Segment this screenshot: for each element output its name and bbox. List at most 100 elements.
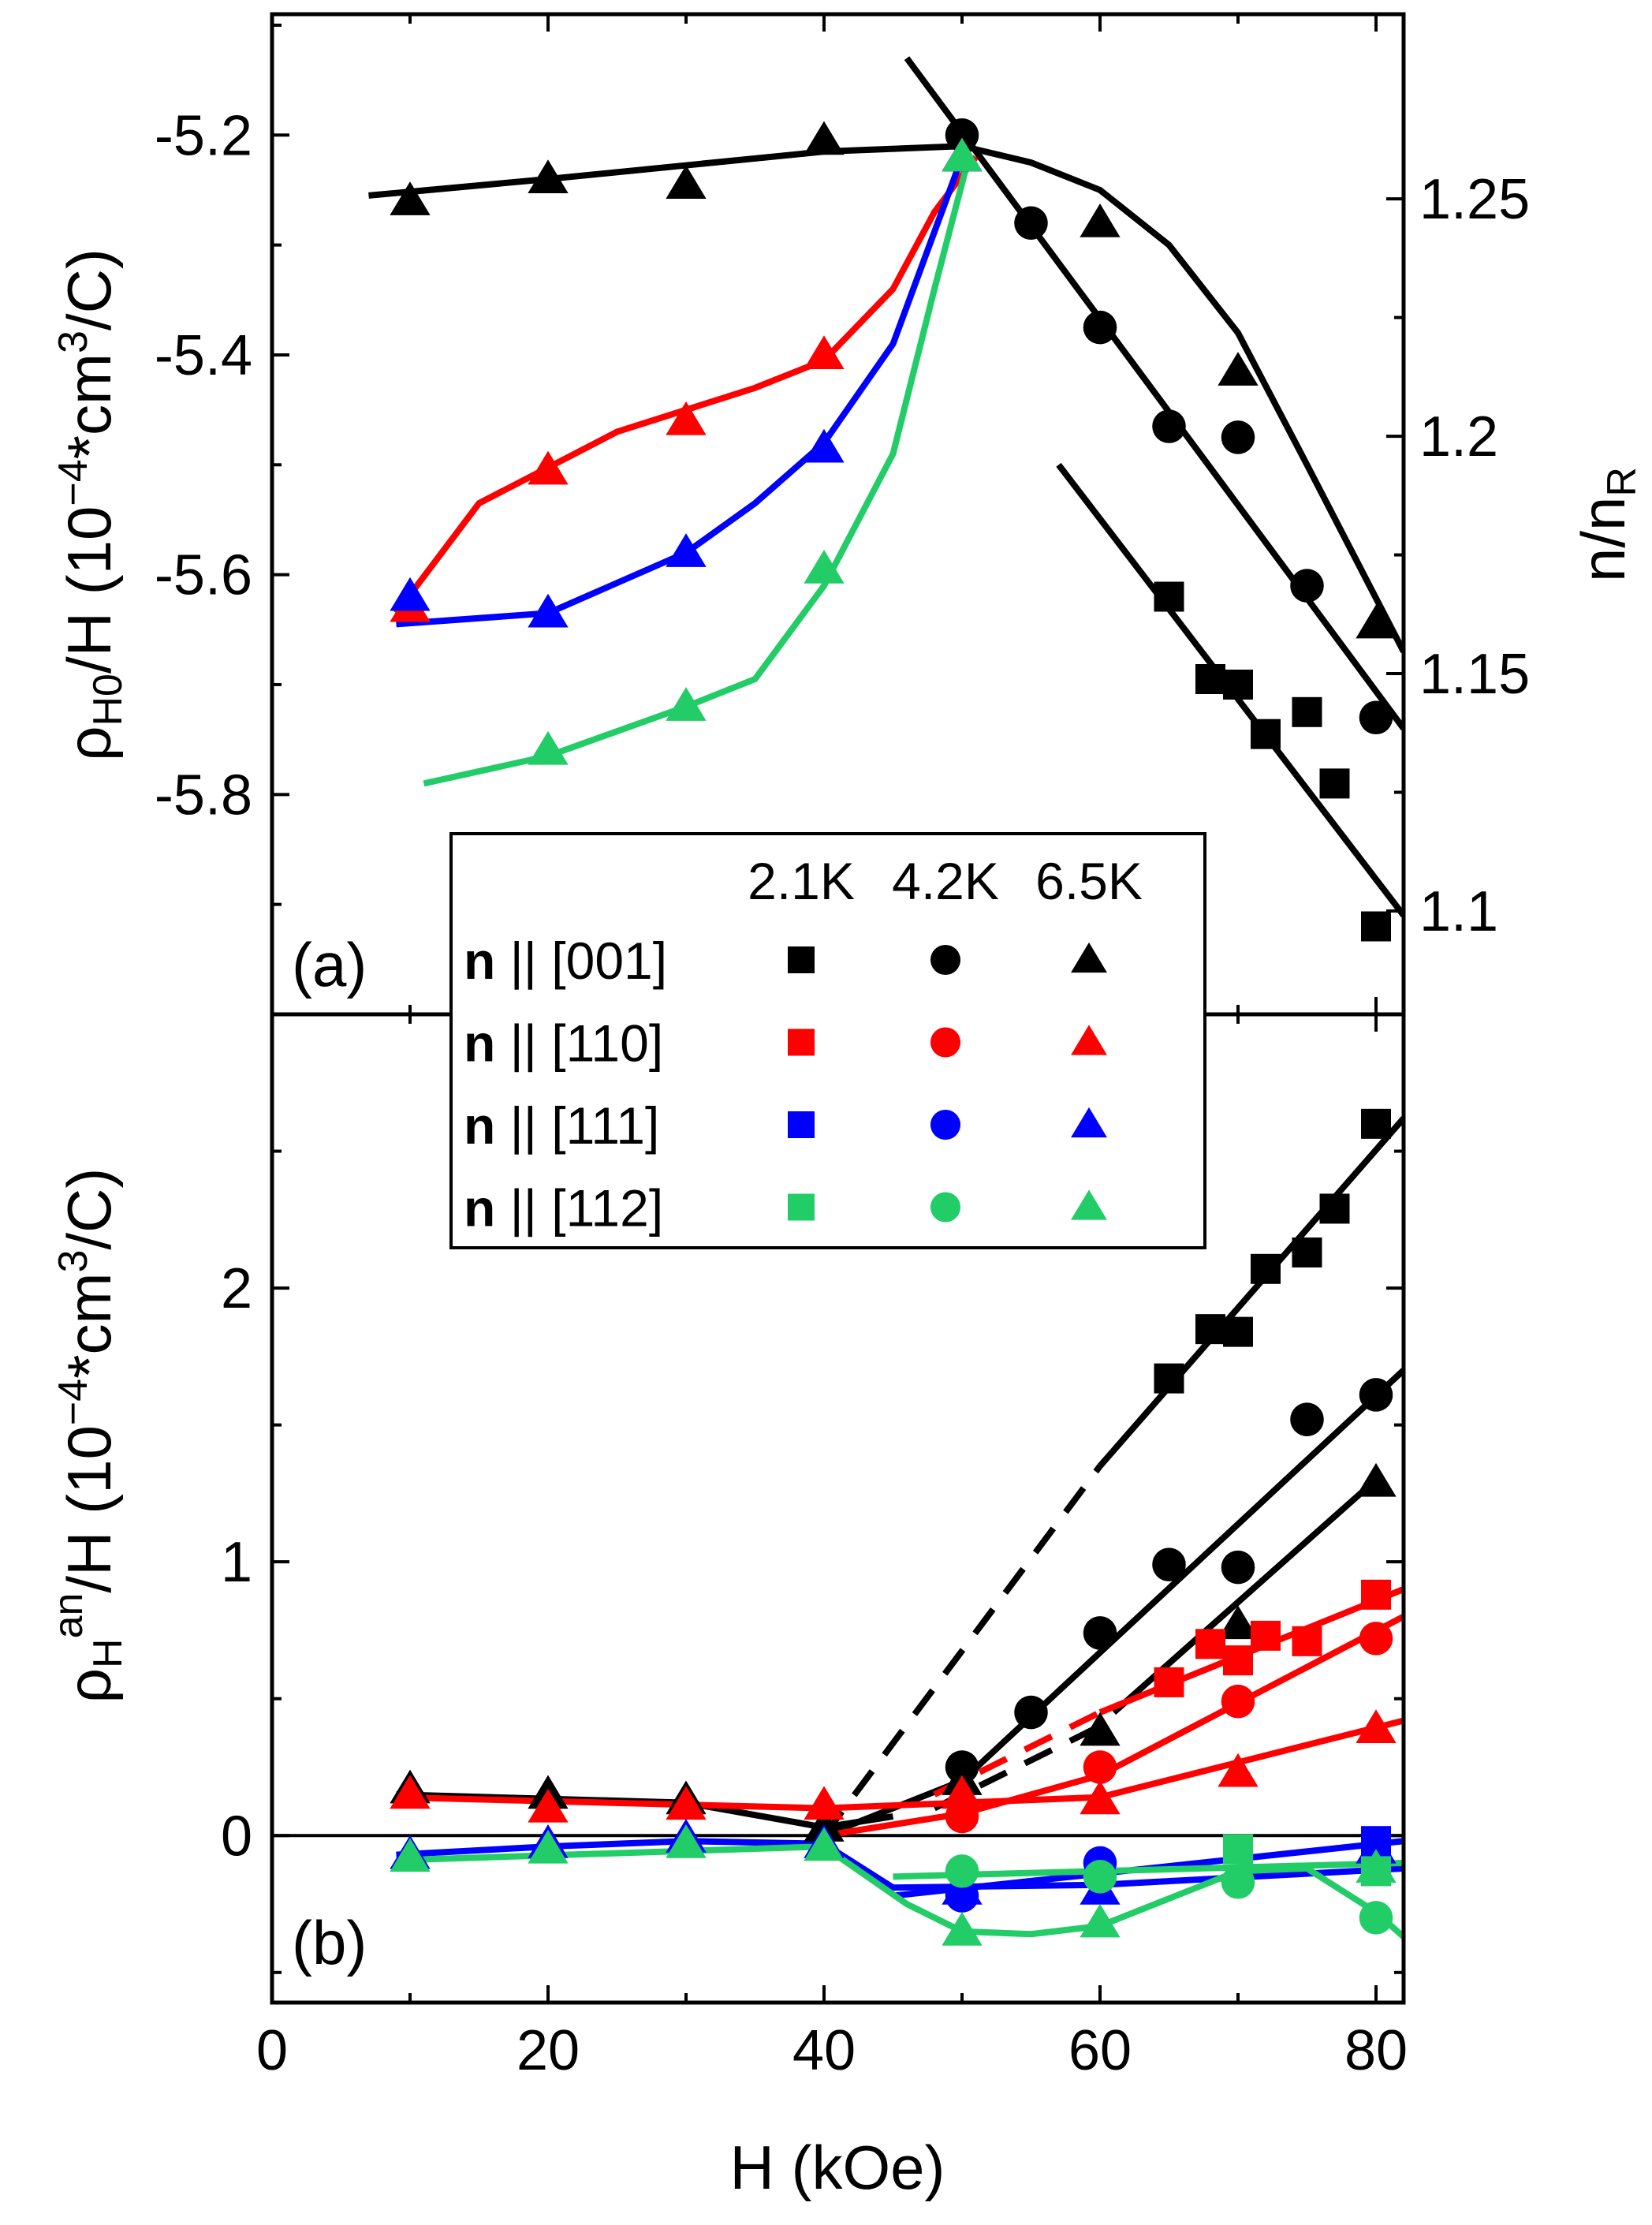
data-point-111-triangle xyxy=(390,577,431,611)
y-tick-label: 2 xyxy=(221,1257,252,1320)
legend-marker-110-square xyxy=(788,1029,815,1056)
y-tick-label: -5.2 xyxy=(155,104,252,167)
y-tick-label: -5.4 xyxy=(155,324,252,387)
data-point-110-circle xyxy=(1359,1622,1393,1656)
data-point-112-triangle xyxy=(666,1824,707,1858)
y-tick-label: 1 xyxy=(221,1531,252,1594)
panel-a-label: (a) xyxy=(292,930,367,999)
data-point-110-triangle xyxy=(942,1775,983,1809)
data-layer xyxy=(390,1108,1404,1946)
data-point-001-circle xyxy=(1221,1550,1255,1585)
data-point-110-square xyxy=(1292,1626,1322,1656)
fit-line-001-dashed xyxy=(933,1723,1102,1812)
x-tick-label: 60 xyxy=(1068,2019,1132,2082)
fit-line-112 xyxy=(423,156,972,787)
data-point-001-triangle xyxy=(528,159,569,194)
legend-marker-111-triangle xyxy=(1071,1107,1107,1138)
data-point-110-triangle xyxy=(1080,1780,1121,1815)
data-point-001-circle xyxy=(1152,409,1186,443)
data-point-110-square xyxy=(1251,1620,1281,1651)
data-point-001-circle xyxy=(1083,310,1117,345)
data-point-112-triangle xyxy=(666,687,707,721)
x-tick-label: 80 xyxy=(1344,2019,1408,2082)
legend-row-label: n || [110] xyxy=(464,1014,663,1073)
y2-tick-label: 1.15 xyxy=(1419,643,1530,706)
data-point-001-circle xyxy=(1014,1695,1048,1730)
legend-temp-label: 4.2K xyxy=(892,852,999,910)
legend-marker-111-circle xyxy=(930,1109,961,1140)
data-point-112-triangle xyxy=(528,730,569,765)
x-tick-label: 20 xyxy=(516,2019,580,2082)
data-point-112-triangle xyxy=(804,1827,845,1861)
data-point-111-triangle xyxy=(804,428,845,463)
data-point-001-triangle xyxy=(804,121,845,155)
y2-tick-label: 1.1 xyxy=(1419,880,1498,943)
panel-a-ylabel: ρH0/H (10−4*cm3/C) xyxy=(50,248,131,761)
data-point-001-square xyxy=(1195,1314,1225,1345)
data-point-001-triangle xyxy=(1080,203,1121,237)
data-point-110-triangle xyxy=(528,450,569,485)
legend-box xyxy=(449,832,1206,1249)
legend-marker-001-circle xyxy=(930,944,961,976)
data-point-001-triangle xyxy=(1356,604,1397,639)
data-point-001-circle xyxy=(1152,1547,1186,1581)
data-point-112-triangle xyxy=(1356,1849,1397,1883)
legend-marker-112-triangle xyxy=(1071,1189,1107,1220)
data-point-110-triangle xyxy=(804,1786,845,1820)
data-point-112-triangle xyxy=(804,549,845,584)
data-point-001-triangle xyxy=(390,181,431,215)
data-point-110-circle xyxy=(1221,1684,1255,1719)
data-point-001-circle xyxy=(1014,206,1048,241)
y-tick-label: -5.8 xyxy=(155,763,252,827)
data-point-001-circle xyxy=(1290,569,1324,603)
data-point-110-triangle xyxy=(804,335,845,370)
data-point-001-square xyxy=(1195,664,1225,695)
data-point-001-triangle xyxy=(666,165,707,200)
data-point-110-square xyxy=(1361,1579,1391,1610)
data-point-110-triangle xyxy=(1218,1753,1259,1787)
data-point-001-triangle xyxy=(1080,1712,1121,1746)
data-point-001-square xyxy=(1251,719,1281,749)
data-point-001-square xyxy=(1292,1237,1322,1267)
data-point-001-square xyxy=(1251,1253,1281,1284)
data-point-112-circle xyxy=(1359,1901,1393,1935)
data-point-110-square xyxy=(1223,1645,1253,1676)
fit-line-112 xyxy=(396,1843,1404,1939)
fit-line-110 xyxy=(393,155,979,615)
data-point-111-triangle xyxy=(1356,1829,1397,1864)
data-point-001-triangle xyxy=(1218,352,1259,386)
data-point-112-triangle xyxy=(942,1912,983,1946)
fit-line-110-dashed xyxy=(933,1709,1102,1798)
data-point-110-circle xyxy=(1083,1750,1117,1784)
data-point-001-circle xyxy=(1359,1378,1393,1412)
panel-b-label: (b) xyxy=(292,1908,367,1977)
data-point-110-triangle xyxy=(666,401,707,435)
legend-marker-110-triangle xyxy=(1071,1025,1107,1055)
legend-marker-001-square xyxy=(788,946,815,973)
data-point-001-circle xyxy=(1290,1402,1324,1436)
y2-tick-label: 1.25 xyxy=(1419,168,1530,231)
data-point-001-square xyxy=(1361,911,1391,942)
legend-marker-112-circle xyxy=(930,1192,961,1223)
panel-a: -5.2 -5.4 -5.6 -5.8 1.25 1.2 1.15 1.1 xyxy=(155,12,1530,1017)
legend-temp-label: 6.5K xyxy=(1035,852,1143,910)
data-point-001-triangle xyxy=(1356,1462,1397,1497)
fit-line-001 xyxy=(904,56,1404,731)
legend-temp-label: 2.1K xyxy=(748,852,855,910)
data-point-001-circle xyxy=(945,118,979,152)
legend-marker-112-square xyxy=(788,1193,815,1221)
legend-marker-111-square xyxy=(788,1111,815,1138)
legend-row-label: n || [001] xyxy=(464,931,667,990)
panel-b: 0 20 40 60 80 0 1 2 xyxy=(221,1012,1408,2082)
legend-row-label: n || [112] xyxy=(464,1179,663,1238)
y-tick-label: 0 xyxy=(221,1805,252,1868)
data-point-111-triangle xyxy=(528,593,569,628)
data-point-111-triangle xyxy=(666,533,707,567)
data-point-001-circle xyxy=(1221,420,1255,454)
data-point-110-triangle xyxy=(1356,1709,1397,1743)
data-point-001-square xyxy=(1223,669,1253,700)
y-tick-label: -5.6 xyxy=(155,544,252,607)
legend: 2.1K 4.2K 6.5K n || [001] n || [110] n || [11… xyxy=(449,832,1206,1249)
fit-line-001 xyxy=(1097,1116,1404,1469)
data-point-001-square xyxy=(1292,696,1322,727)
